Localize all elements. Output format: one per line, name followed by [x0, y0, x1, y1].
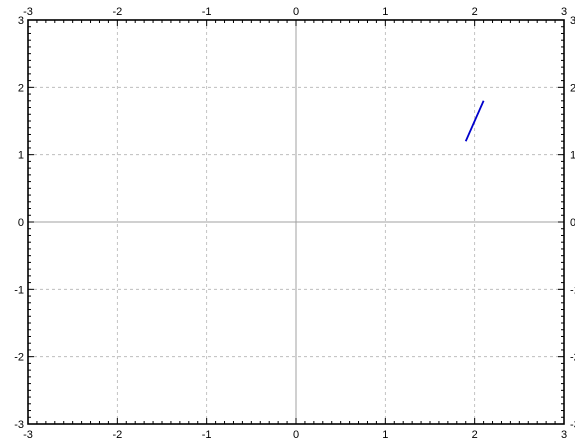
y-tick-label-right: -3: [570, 419, 575, 431]
y-tick-label-left: 0: [18, 217, 24, 229]
x-tick-label-bottom: 0: [293, 429, 299, 441]
x-tick-label-top: -1: [202, 6, 212, 18]
y-tick-label-left: 2: [18, 82, 24, 94]
y-tick-label-right: -1: [570, 284, 575, 296]
series-line: [464, 100, 485, 142]
x-tick-label-top: -3: [23, 6, 33, 18]
zero-lines: [28, 20, 564, 424]
x-tick-label-top: 0: [293, 6, 299, 18]
x-tick-label-bottom: 2: [472, 429, 478, 441]
x-tick-label-top: 1: [382, 6, 388, 18]
series: [464, 100, 485, 142]
x-tick-label-top: 3: [561, 6, 567, 18]
x-tick-label-bottom: -1: [202, 429, 212, 441]
y-tick-label-left: -1: [14, 284, 24, 296]
y-tick-label-right: -2: [570, 352, 575, 364]
x-tick-label-bottom: 3: [561, 429, 567, 441]
x-tick-label-top: -2: [112, 6, 122, 18]
x-tick-label-top: 2: [472, 6, 478, 18]
y-tick-label-left: 1: [18, 150, 24, 162]
y-tick-label-right: 0: [570, 217, 575, 229]
y-tick-label-left: 3: [18, 15, 24, 27]
x-tick-label-bottom: -2: [112, 429, 122, 441]
y-tick-label-left: -3: [14, 419, 24, 431]
x-tick-label-bottom: -3: [23, 429, 33, 441]
x-tick-label-bottom: 1: [382, 429, 388, 441]
y-tick-label-left: -2: [14, 352, 24, 364]
y-tick-label-right: 1: [570, 150, 575, 162]
ticks: [27, 19, 565, 425]
y-tick-label-right: 2: [570, 82, 575, 94]
y-tick-label-right: 3: [570, 15, 575, 27]
